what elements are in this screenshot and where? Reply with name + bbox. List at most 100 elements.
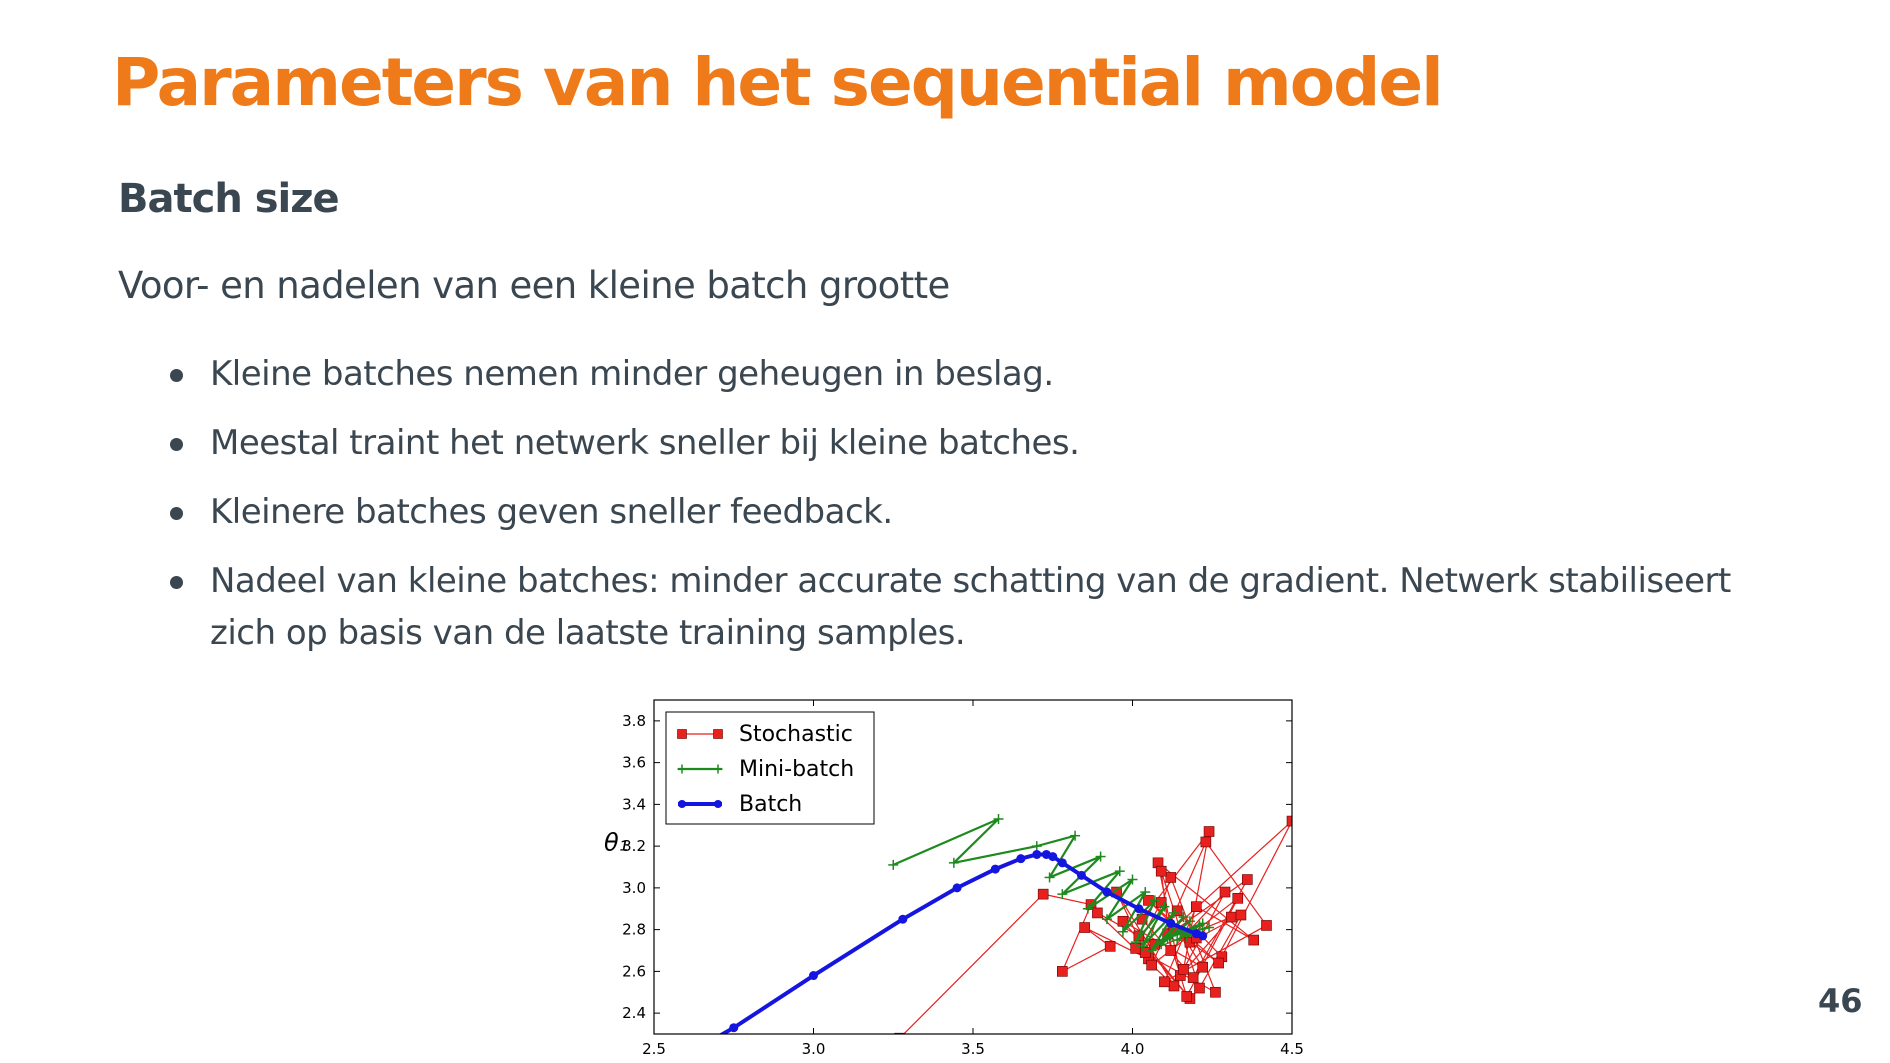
y-axis-label: θ₁	[604, 828, 628, 856]
legend-marker-mini-batch	[713, 764, 723, 774]
intro-text: Voor- en nadelen van een kleine batch gr…	[118, 264, 950, 307]
mini-batch-point	[1044, 872, 1055, 883]
batch-point	[809, 971, 818, 981]
bullet-item: Nadeel van kleine batches: minder accura…	[168, 555, 1788, 659]
batch-point	[681, 1050, 690, 1059]
stochastic-point	[1235, 909, 1247, 921]
batch-point	[1134, 904, 1144, 914]
stochastic-point	[1181, 991, 1193, 1002]
mini-batch-point	[993, 813, 1004, 824]
mini-batch-point	[1175, 928, 1186, 939]
bullet-dot-icon	[170, 369, 183, 382]
slide-title: Parameters van het sequential model	[112, 44, 1444, 121]
stochastic-point	[1159, 976, 1170, 988]
stochastic-point	[1155, 865, 1167, 877]
stochastic-point	[1197, 961, 1208, 973]
mini-batch-point	[1031, 841, 1042, 852]
mini-batch-point	[1114, 866, 1125, 877]
mini-batch-point	[948, 857, 959, 868]
legend-label-batch: Batch	[739, 792, 802, 817]
legend-label-stochastic: Stochastic	[739, 722, 853, 747]
mini-batch-point	[1146, 945, 1157, 956]
stochastic-point	[1079, 922, 1090, 933]
batch-point	[1102, 887, 1112, 897]
mini-batch-point	[1159, 901, 1170, 912]
y-tick-label: 3.8	[622, 712, 646, 730]
batch-point	[898, 914, 908, 924]
stochastic-point	[1213, 957, 1224, 969]
batch-point	[952, 883, 962, 893]
bullet-text: Kleine batches nemen minder geheugen in …	[210, 354, 1054, 394]
stochastic-point	[1232, 893, 1244, 904]
plot-area	[681, 813, 1292, 1059]
stochastic-point	[1178, 963, 1189, 975]
bullet-text: Kleinere batches geven sneller feedback.	[210, 492, 893, 532]
x-tick-label: 3.0	[802, 1040, 826, 1058]
mini-batch-point	[1184, 916, 1195, 927]
x-tick-label: 4.0	[1121, 1040, 1145, 1058]
bullet-dot-icon	[170, 438, 183, 451]
mini-batch-line	[892, 817, 1211, 952]
y-tick-label: 2.8	[622, 921, 646, 939]
stochastic-point	[1190, 901, 1202, 912]
mini-batch-point	[1140, 887, 1151, 898]
stochastic-point	[1261, 920, 1272, 931]
batch-point	[990, 864, 1000, 874]
stochastic-point	[1168, 980, 1180, 992]
mini-batch-point	[1095, 851, 1106, 862]
mini-batch-point	[1149, 895, 1160, 906]
stochastic-point	[1226, 911, 1237, 923]
mini-batch-point	[1197, 918, 1208, 929]
stochastic-point	[1203, 826, 1215, 837]
stochastic-point	[1286, 815, 1292, 827]
mini-batch-point	[1156, 939, 1167, 950]
bullet-dot-icon	[170, 507, 183, 520]
legend-marker-stochastic	[677, 729, 687, 739]
slide-subtitle: Batch size	[118, 176, 340, 222]
bullet-item: Meestal traint het netwerk sneller bij k…	[168, 417, 1788, 469]
stochastic-point	[1210, 986, 1221, 998]
mini-batch-point	[1137, 941, 1148, 952]
stochastic-point	[1146, 959, 1157, 971]
mini-batch-point	[1117, 926, 1128, 937]
mini-batch-point	[1127, 874, 1138, 885]
stochastic-point	[1171, 905, 1183, 917]
stochastic-point	[1187, 972, 1199, 983]
stochastic-point	[1248, 934, 1260, 946]
mini-batch-point	[1101, 914, 1112, 925]
legend-marker-batch	[677, 799, 687, 809]
mini-batch-point	[1204, 922, 1215, 933]
stochastic-point	[1057, 966, 1068, 977]
y-tick-label: 3.0	[622, 879, 646, 897]
mini-batch-point	[1178, 912, 1189, 923]
bullet-list: Kleine batches nemen minder geheugen in …	[168, 348, 1788, 676]
bullet-text: Nadeel van kleine batches: minder accura…	[210, 561, 1731, 653]
stochastic-point	[1194, 982, 1205, 994]
mini-batch-point	[1168, 907, 1179, 918]
legend-marker-stochastic	[713, 729, 723, 739]
stochastic-point	[1165, 945, 1177, 956]
mini-batch-point	[1181, 930, 1192, 941]
stochastic-point	[1155, 897, 1167, 908]
batch-point	[1076, 870, 1086, 880]
y-tick-label: 2.4	[622, 1004, 646, 1022]
bullet-text: Meestal traint het netwerk sneller bij k…	[210, 423, 1080, 463]
legend: Stochastic Mini-batch Batch	[665, 711, 875, 825]
legend-marker-mini-batch	[677, 764, 687, 774]
mini-batch-point	[1165, 930, 1176, 941]
x-tick-label: 2.5	[642, 1040, 666, 1058]
bullet-item: Kleine batches nemen minder geheugen in …	[168, 348, 1788, 400]
bullet-dot-icon	[170, 576, 183, 589]
mini-batch-point	[1130, 937, 1141, 948]
legend-label-mini-batch: Mini-batch	[739, 757, 854, 782]
y-tick-label: 3.6	[622, 754, 646, 772]
axes: 2.5 3.0 3.5 4.0 4.5 2.4 2.6 2.8 3.0 3.2 3.4 3.6 3.8 θ…	[604, 700, 1304, 1058]
batch-point	[1198, 931, 1208, 941]
stochastic-point	[1104, 941, 1116, 952]
mini-batch-point	[1070, 830, 1081, 841]
stochastic-line	[902, 820, 1292, 1034]
stochastic-point	[1200, 836, 1212, 848]
batch-point	[1032, 849, 1042, 859]
batch-point	[1057, 858, 1067, 868]
batch-point	[1048, 852, 1058, 862]
